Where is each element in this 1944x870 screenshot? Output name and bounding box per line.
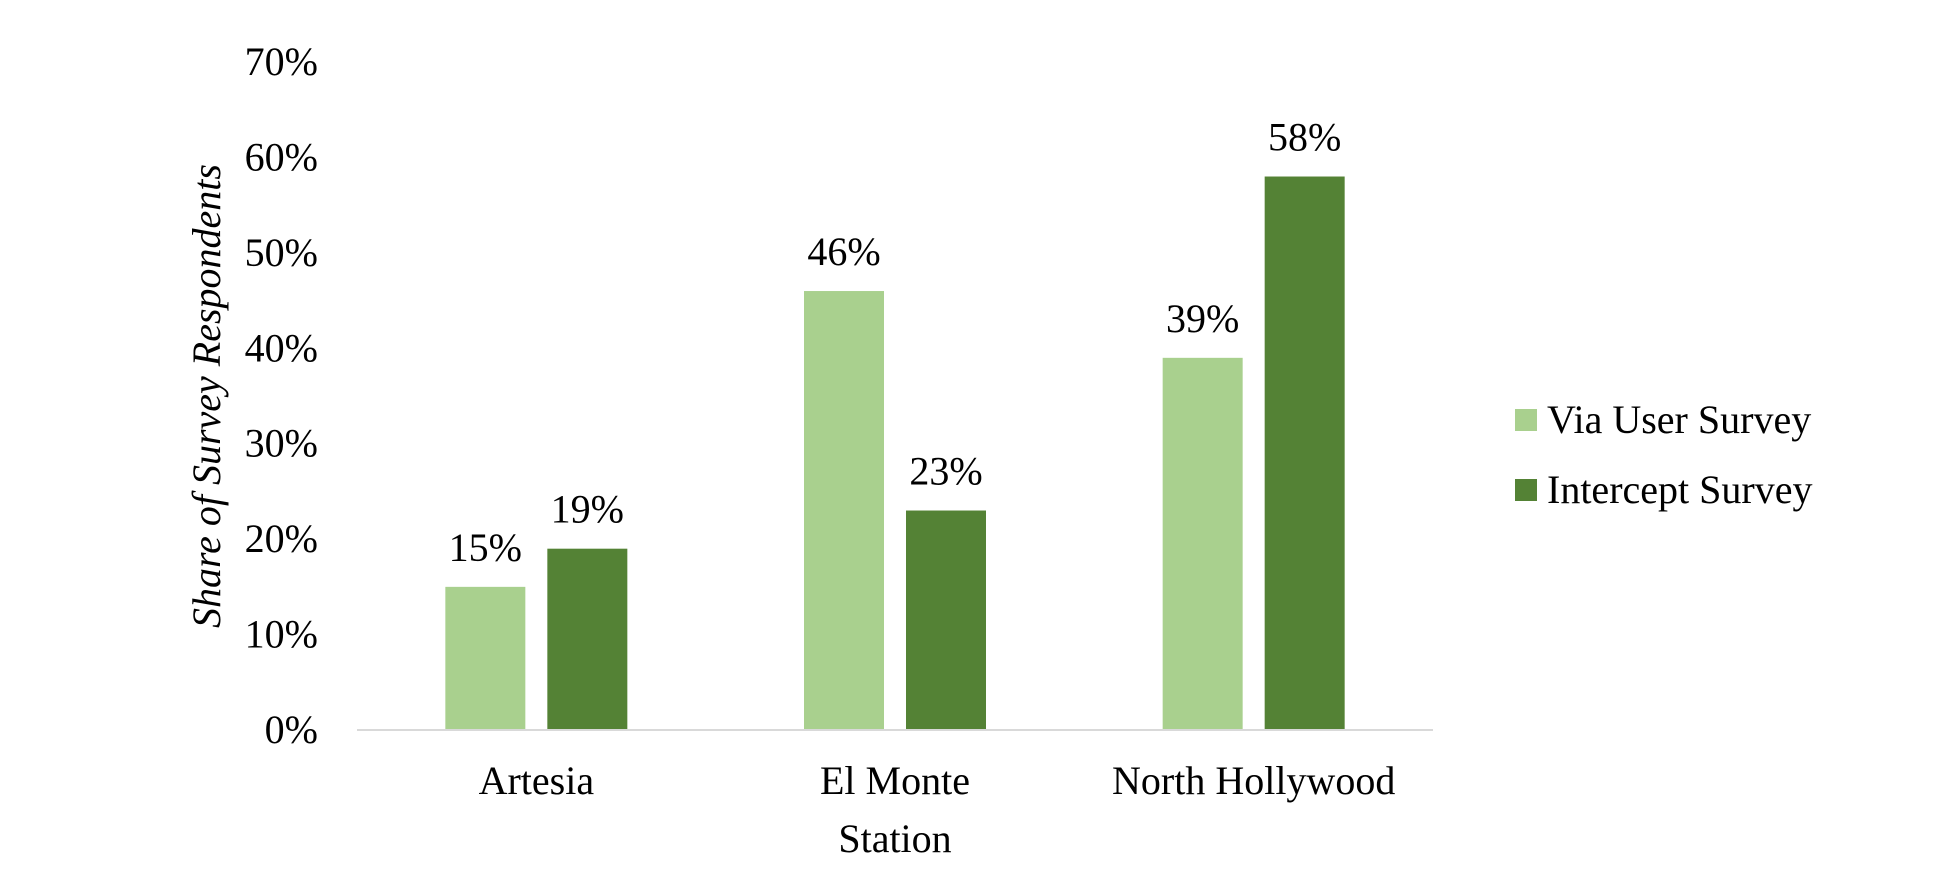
bar-intercept-survey xyxy=(547,548,628,730)
data-label: 23% xyxy=(909,449,982,494)
x-tick-label: Artesia xyxy=(479,758,595,803)
legend-label: Intercept Survey xyxy=(1547,467,1812,512)
y-tick-label: 0% xyxy=(265,707,318,752)
x-axis-title: Station xyxy=(838,816,951,861)
y-tick-label: 40% xyxy=(245,325,318,370)
bar-via-user-survey xyxy=(445,586,526,730)
bar-via-user-survey xyxy=(1162,357,1243,730)
y-axis-title: Share of Survey Respondents xyxy=(184,164,229,628)
data-labels: 15% 19% 46% 23% 39% 58% xyxy=(449,115,1342,570)
bars xyxy=(445,176,1345,730)
bar-intercept-survey xyxy=(906,510,986,730)
x-tick-label: El Monte xyxy=(820,758,970,803)
data-label: 58% xyxy=(1268,115,1341,160)
data-label: 15% xyxy=(449,525,522,570)
legend-swatch xyxy=(1515,479,1537,501)
y-tick-label: 30% xyxy=(245,421,318,466)
legend: Via User Survey Intercept Survey xyxy=(1515,397,1812,512)
x-axis-ticks: Artesia El Monte North Hollywood xyxy=(479,758,1396,803)
y-tick-label: 70% xyxy=(245,39,318,84)
y-axis-ticks: 0% 10% 20% 30% 40% 50% 60% 70% xyxy=(245,39,318,752)
y-tick-label: 20% xyxy=(245,516,318,561)
legend-label: Via User Survey xyxy=(1547,397,1811,442)
bar-intercept-survey xyxy=(1264,176,1345,730)
y-tick-label: 10% xyxy=(245,612,318,657)
y-tick-label: 60% xyxy=(245,134,318,179)
data-label: 39% xyxy=(1166,296,1239,341)
bar-via-user-survey xyxy=(804,291,884,730)
x-tick-label: North Hollywood xyxy=(1112,758,1395,803)
legend-swatch xyxy=(1515,409,1537,431)
data-label: 46% xyxy=(807,229,880,274)
y-tick-label: 50% xyxy=(245,230,318,275)
data-label: 19% xyxy=(551,487,624,532)
